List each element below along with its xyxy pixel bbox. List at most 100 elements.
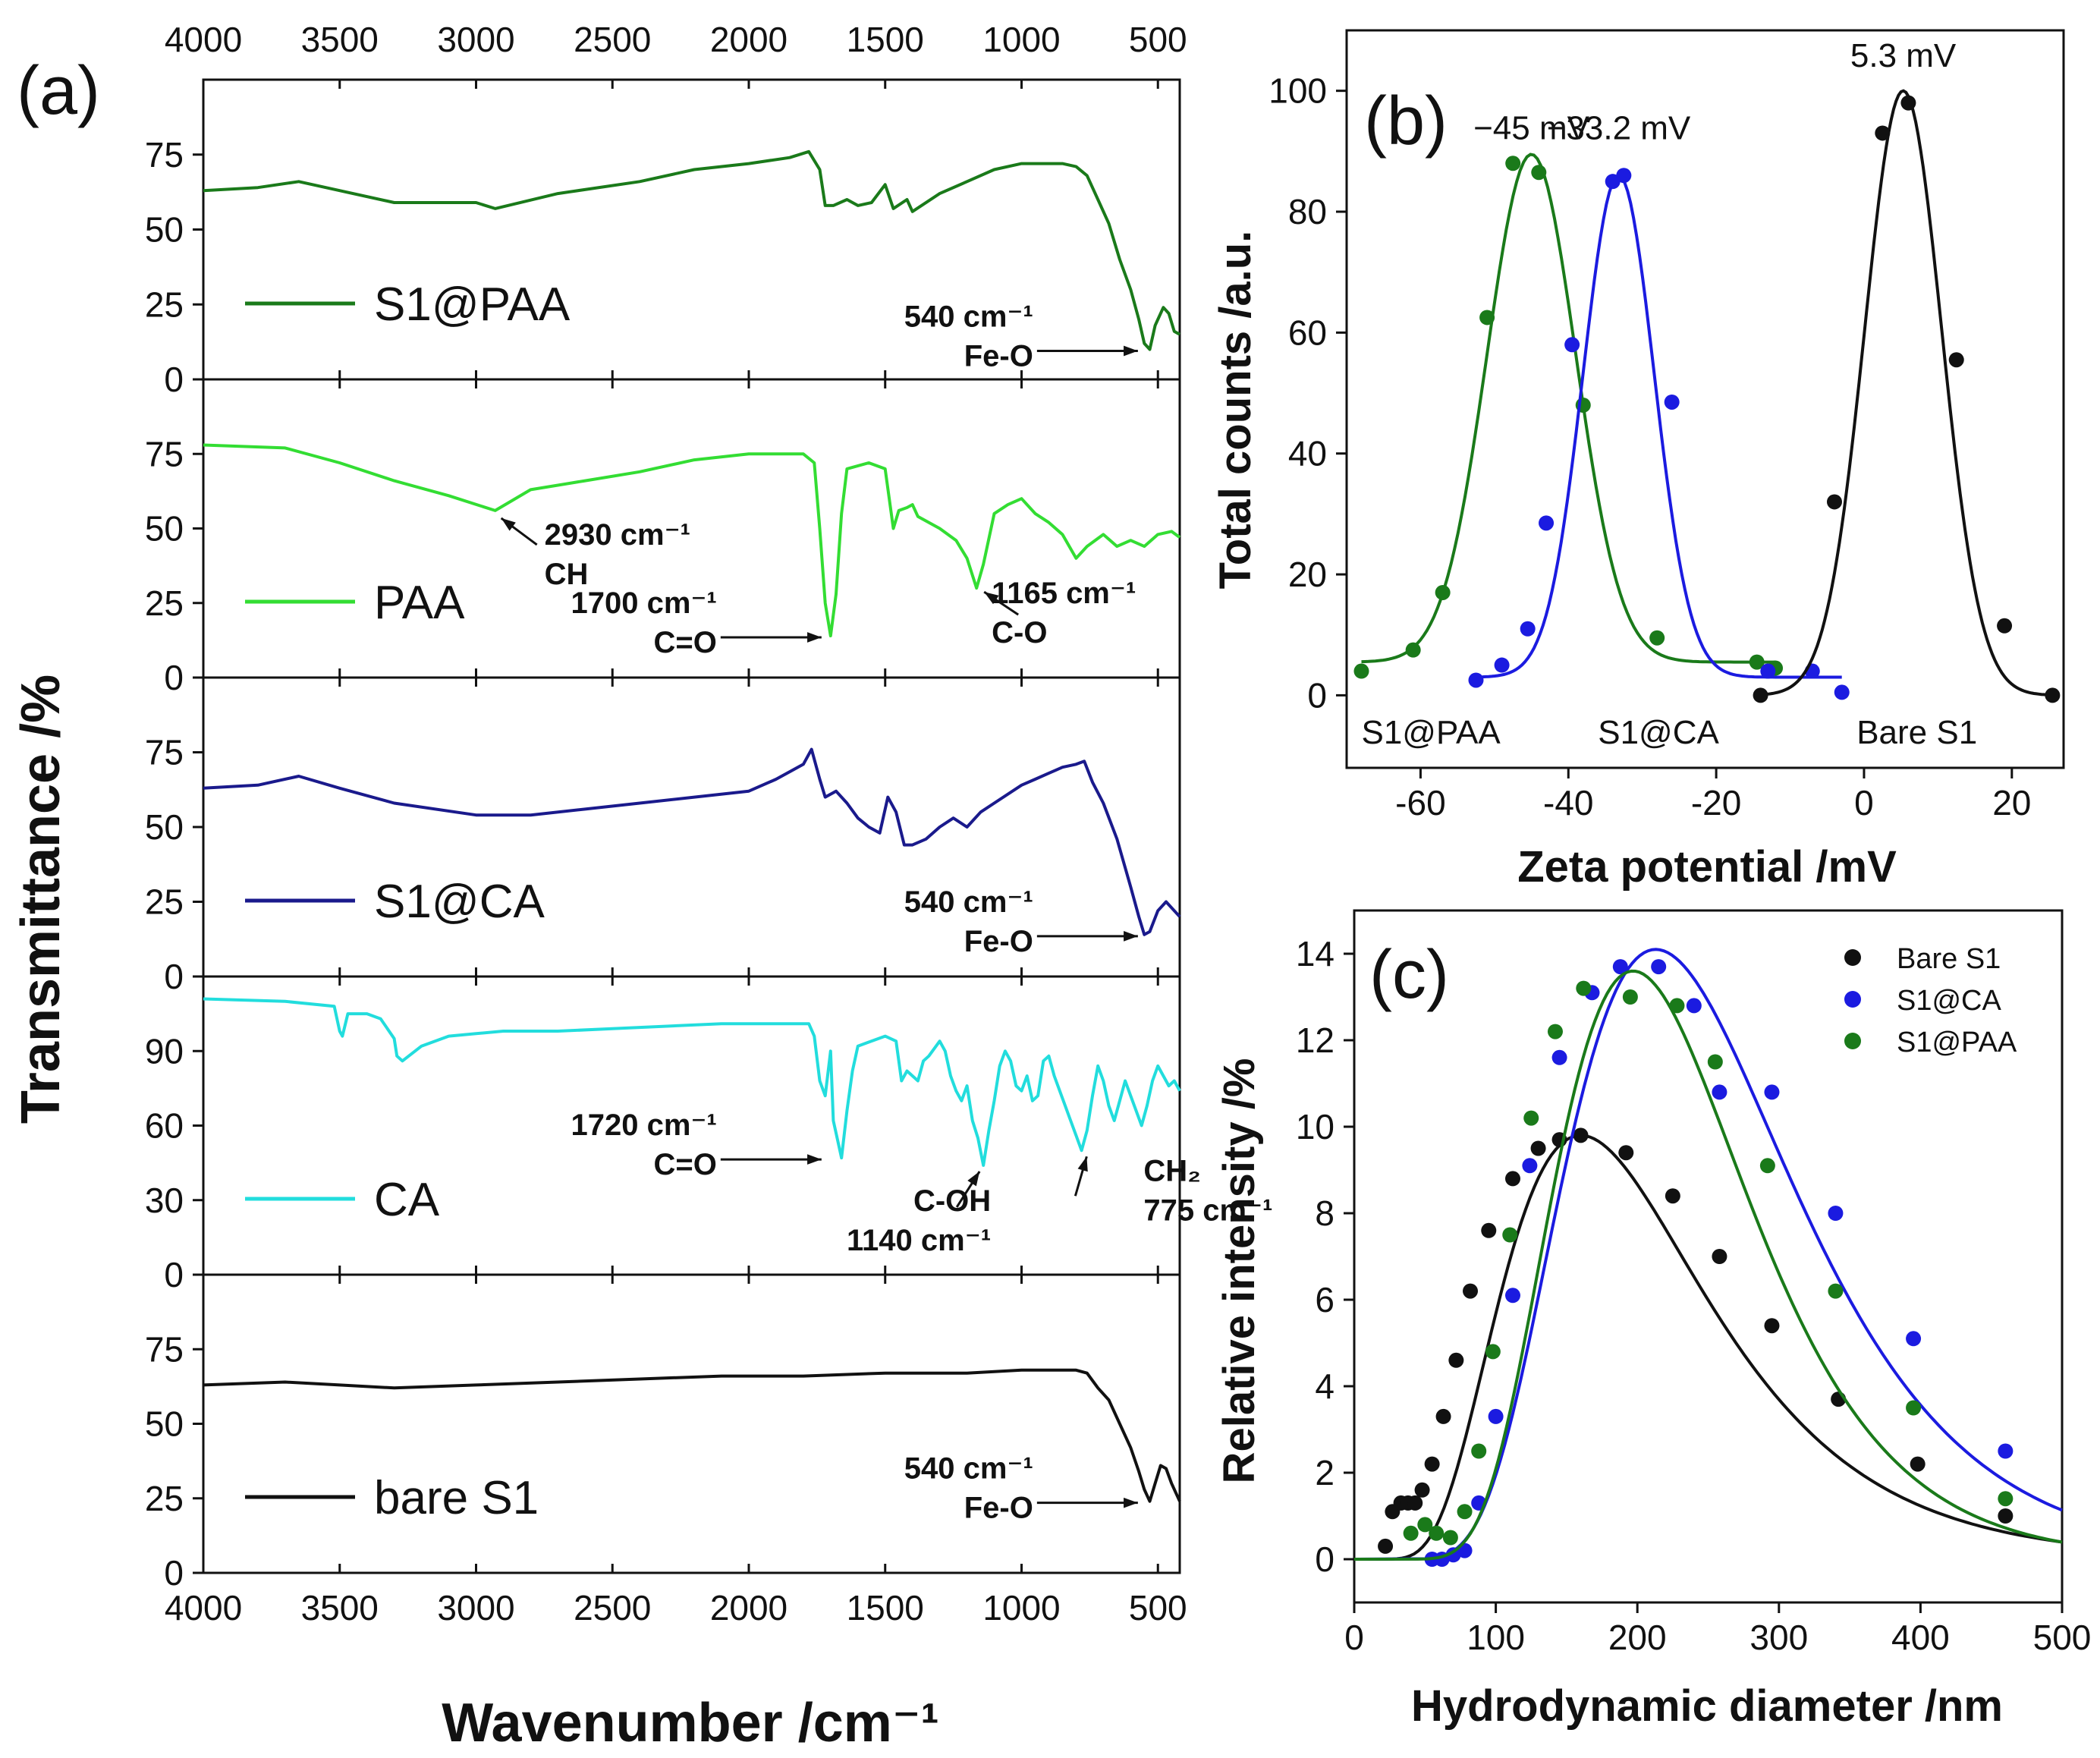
dls-point-s1-ca	[1764, 1084, 1780, 1100]
zeta-point-s1-paa	[1649, 630, 1665, 646]
dls-point-s1-ca	[1551, 1049, 1567, 1065]
dls-legend-marker-s1-paa	[1844, 1033, 1861, 1049]
ftir-y-tick-label: 50	[145, 210, 184, 250]
zeta-point-s1-ca	[1760, 663, 1776, 679]
annotation-label: CH	[545, 558, 589, 591]
dls-point-s1-ca	[1612, 959, 1628, 975]
dls-point-s1-ca	[1522, 1158, 1538, 1174]
zeta-peak-label-bare-s1: 5.3 mV	[1850, 37, 1957, 74]
ftir-y-tick-label: 50	[145, 509, 184, 549]
zeta-point-s1-paa	[1749, 654, 1765, 670]
dls-fit-s1-paa	[1353, 969, 2063, 1561]
dls-panel: 0 100 200 300 400 500 0 2 4 6 8 10 12 14 Bare S1 S1@CA S…	[1296, 909, 2091, 1657]
dls-y-axis-title: Relative intensity /%	[1215, 1058, 1264, 1484]
annotation-label: C-OH	[913, 1184, 991, 1218]
zeta-x-axis-title: Zeta potential /mV	[1517, 842, 1897, 892]
ftir-legend-label-ca: CA	[374, 1174, 440, 1226]
ftir-line-ca	[203, 997, 1181, 1167]
ftir-y-tick-label: 50	[145, 807, 184, 847]
dls-point-bare-s1	[1407, 1495, 1423, 1511]
zeta-point-bare-s1	[1948, 352, 1964, 368]
zeta-frame	[1345, 29, 2065, 769]
annotation-label: CH₂	[1143, 1154, 1201, 1187]
annotation-arrow-head	[1124, 345, 1138, 357]
dls-point-s1-ca	[1906, 1331, 1922, 1347]
ftir-top-x-tick-label: 1500	[847, 20, 924, 59]
ftir-legend-label-s1-paa: S1@PAA	[374, 278, 571, 331]
ftir-y-tick-label: 25	[145, 1479, 184, 1518]
zeta-fit-s1-paa	[1361, 153, 1776, 664]
dls-point-bare-s1	[1764, 1318, 1780, 1334]
ftir-y-tick-label: 0	[164, 360, 184, 399]
dls-point-s1-paa	[1485, 1344, 1501, 1360]
zeta-peak-label-s1-paa: −45 mV	[1473, 109, 1590, 146]
dls-point-bare-s1	[1665, 1188, 1680, 1204]
ftir-frame-s1-ca	[202, 676, 1181, 978]
ftir-top-x-tick-label: 2000	[710, 20, 788, 59]
zeta-point-s1-paa	[1505, 156, 1521, 171]
annotation-label: Fe-O	[964, 340, 1033, 373]
ftir-y-tick-label: 25	[145, 583, 184, 623]
zeta-point-bare-s1	[1753, 687, 1768, 703]
annotation-label: 1140 cm⁻¹	[847, 1224, 991, 1257]
ftir-bottom-x-tick-label: 3500	[301, 1588, 379, 1627]
dls-y-tick-label: 4	[1315, 1366, 1335, 1406]
dls-frame	[1353, 909, 2064, 1604]
zeta-point-bare-s1	[2045, 687, 2061, 703]
ftir-y-tick-label: 30	[145, 1181, 184, 1220]
ftir-y-tick-label: 25	[145, 285, 184, 324]
ftir-bottom-x-tick-label: 500	[1129, 1588, 1187, 1627]
annotation-arrow-head	[1077, 1156, 1088, 1172]
dls-point-bare-s1	[1618, 1145, 1634, 1161]
ftir-line-bare-s1	[203, 1368, 1181, 1503]
annotation-label: Fe-O	[964, 1492, 1033, 1525]
dls-legend-marker-bare-s1	[1844, 949, 1861, 966]
zeta-point-s1-ca	[1520, 621, 1536, 637]
zeta-point-s1-ca	[1616, 168, 1632, 184]
ftir-y-tick-label: 0	[164, 1553, 184, 1593]
dls-point-s1-paa	[1828, 1283, 1844, 1299]
zeta-x-tick-label: 20	[1992, 783, 2031, 822]
ftir-y-tick-label: 75	[145, 135, 184, 175]
dls-point-s1-paa	[1547, 1024, 1563, 1039]
annotation-arrow-head	[807, 632, 822, 643]
dls-y-tick-label: 0	[1315, 1539, 1335, 1579]
dls-point-bare-s1	[1424, 1456, 1440, 1472]
ftir-bottom-x-tick-label: 2000	[710, 1588, 788, 1627]
dls-point-s1-ca	[1686, 998, 1702, 1014]
zeta-point-s1-ca	[1468, 672, 1484, 688]
dls-fit-s1-ca	[1353, 948, 2063, 1561]
zeta-x-tick-label: 0	[1854, 783, 1874, 822]
dls-point-s1-paa	[1471, 1443, 1487, 1459]
dls-x-tick-label: 0	[1344, 1618, 1364, 1657]
zeta-x-tick-label: -20	[1691, 783, 1741, 822]
zeta-y-tick-label: 40	[1288, 434, 1327, 473]
ftir-top-x-tick-label: 4000	[165, 20, 242, 59]
dls-point-s1-paa	[1669, 998, 1685, 1014]
dls-point-s1-paa	[1523, 1110, 1539, 1126]
ftir-y-tick-label: 25	[145, 882, 184, 922]
annotation-label: 2930 cm⁻¹	[545, 518, 690, 552]
ftir-panel: 4000400035003500300030002500250020002000…	[145, 20, 1273, 1627]
ftir-y-tick-label: 75	[145, 1329, 184, 1369]
panel-a-label: (a)	[17, 53, 100, 129]
zeta-y-axis-title: Total counts /a.u.	[1211, 231, 1260, 590]
ftir-x-axis-title: Wavenumber /cm⁻¹	[442, 1693, 939, 1753]
ftir-line-paa	[203, 443, 1181, 637]
dls-legend-marker-s1-ca	[1844, 991, 1861, 1008]
dls-point-s1-paa	[1998, 1491, 2014, 1507]
ftir-y-tick-label: 60	[145, 1106, 184, 1146]
ftir-legend-label-s1-ca: S1@CA	[374, 876, 545, 928]
panel-c-label: (c)	[1369, 937, 1449, 1013]
annotation-arrow-head	[1124, 930, 1138, 942]
zeta-point-s1-paa	[1479, 310, 1495, 325]
dls-point-s1-paa	[1442, 1530, 1458, 1546]
annotation-label: 540 cm⁻¹	[904, 300, 1033, 334]
zeta-series-label-s1-ca: S1@CA	[1598, 714, 1719, 751]
zeta-point-bare-s1	[1875, 125, 1891, 141]
dls-point-s1-paa	[1906, 1400, 1922, 1416]
dls-y-tick-label: 2	[1315, 1453, 1335, 1492]
dls-legend-label-bare-s1: Bare S1	[1897, 943, 2001, 975]
dls-point-bare-s1	[1530, 1140, 1546, 1156]
dls-point-bare-s1	[1712, 1249, 1727, 1264]
